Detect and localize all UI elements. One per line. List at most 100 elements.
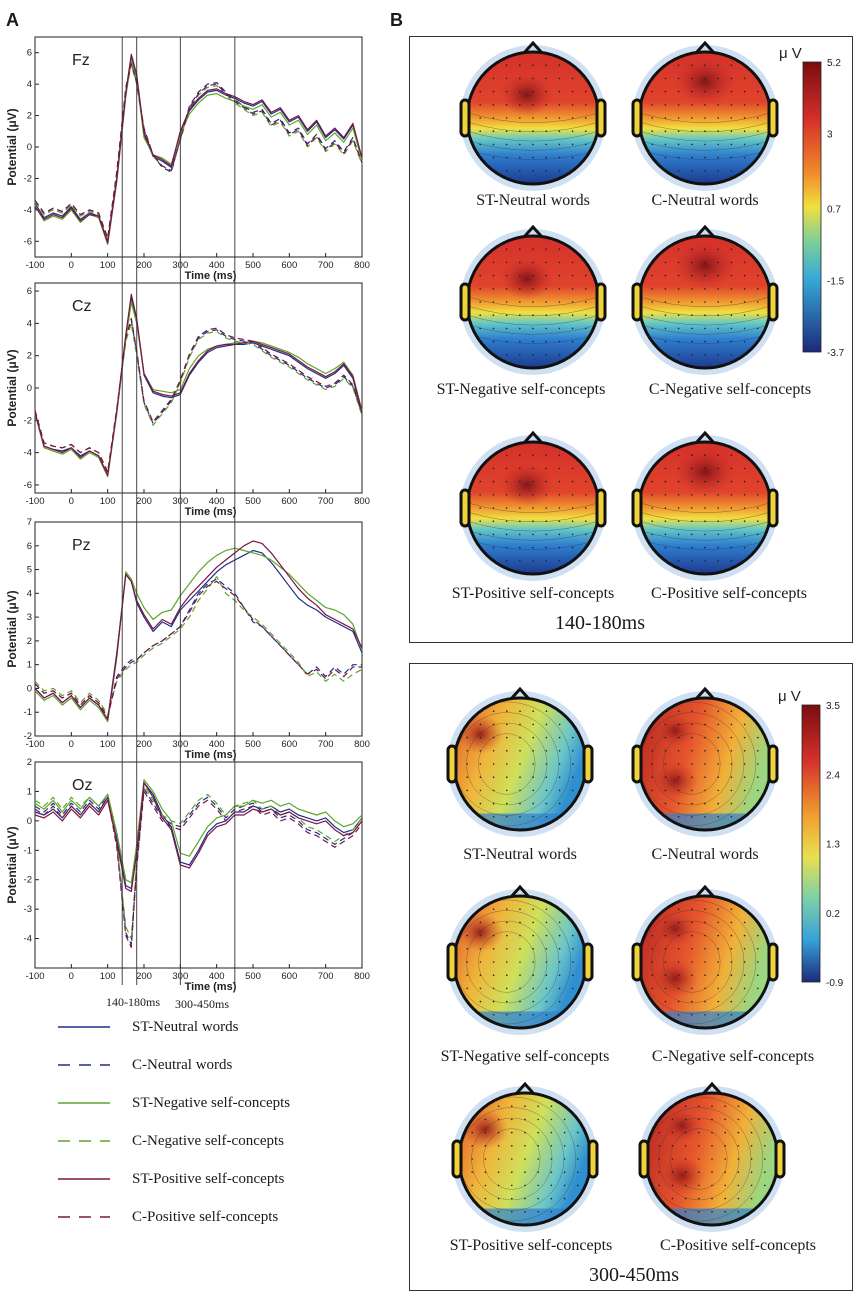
electrode-dot xyxy=(519,143,521,146)
electrode-dot xyxy=(571,143,574,146)
electrode-dot xyxy=(757,130,759,132)
electrode-dot xyxy=(724,1197,726,1200)
right-ear xyxy=(767,98,779,138)
electrode-dot xyxy=(737,1118,740,1121)
electrode-dot xyxy=(558,507,561,509)
electrode-dot xyxy=(664,480,667,483)
electrode-dot xyxy=(558,156,561,159)
electrode-dot xyxy=(492,974,495,976)
nose xyxy=(522,40,544,55)
electrode-dot xyxy=(684,1118,687,1121)
electrode-dot xyxy=(545,723,548,726)
electrode-dot xyxy=(704,736,706,739)
electrode-dot xyxy=(704,546,706,549)
electrode-dot xyxy=(711,1197,713,1200)
electrode-dot xyxy=(550,1131,553,1134)
right-ear xyxy=(595,488,607,528)
electrode-dot xyxy=(545,974,548,976)
electrode-dot xyxy=(717,921,719,924)
electrode-dot xyxy=(511,1211,513,1213)
map-label-late-c-negative: C-Negative self-concepts xyxy=(651,1048,815,1065)
electrode-dot xyxy=(717,480,719,483)
electrode-dot xyxy=(691,974,693,976)
electrode-dot xyxy=(677,90,680,93)
electrode-dot xyxy=(704,908,706,910)
electrode-dot xyxy=(730,117,733,119)
electrode-dot xyxy=(506,802,508,805)
potential-peak xyxy=(500,257,554,301)
electrode-dot xyxy=(698,1105,700,1107)
y-tick-label: -2 xyxy=(24,173,32,184)
x-tick-label: 100 xyxy=(100,260,116,271)
left-ear xyxy=(459,488,471,528)
contour-line xyxy=(639,314,771,326)
electrode-dot xyxy=(545,789,548,792)
electrode-dot xyxy=(717,974,719,976)
series-line-2 xyxy=(34,319,363,473)
electrode-dot xyxy=(664,723,667,726)
electrode-dot xyxy=(677,354,680,356)
electrode-dot xyxy=(505,533,508,536)
electrode-dot xyxy=(479,763,482,765)
electrode-dot xyxy=(671,1145,674,1147)
potential-peak xyxy=(675,447,735,496)
electrode-dot xyxy=(717,908,719,910)
electrode-dot xyxy=(704,314,706,317)
electrode-dot xyxy=(505,274,508,277)
electrode-dot xyxy=(677,948,680,950)
electrode-dot xyxy=(471,1145,474,1147)
electrode-dot xyxy=(664,934,667,937)
electrode-dot xyxy=(743,750,746,752)
electrode-dot xyxy=(698,1131,700,1134)
electrode-dot xyxy=(519,480,521,483)
electrode-dot xyxy=(757,314,759,317)
electrode-dot xyxy=(691,340,693,343)
electrode-dot xyxy=(743,507,746,509)
electrode-dot xyxy=(691,934,693,937)
right-ear xyxy=(774,1139,786,1179)
electrode-dot xyxy=(519,546,521,549)
topomap-late-st-positive xyxy=(451,1081,599,1232)
electrode-dot xyxy=(479,723,482,726)
potential-peak xyxy=(675,57,735,106)
electrode-dot xyxy=(691,710,693,712)
electrode-dot xyxy=(677,274,680,277)
electrode-dot xyxy=(519,130,521,132)
electrode-dot xyxy=(545,143,547,146)
potential-peak xyxy=(655,714,696,748)
electrode-dot xyxy=(704,974,706,976)
x-tick-label: 400 xyxy=(209,971,225,982)
electrode-dot xyxy=(558,170,561,172)
electrode-dot xyxy=(717,546,719,549)
electrode-dot xyxy=(545,816,548,818)
contour-line xyxy=(639,296,771,307)
electrode-dot xyxy=(492,261,495,264)
electrode-dot xyxy=(545,546,547,549)
electrode-dot xyxy=(730,77,733,80)
colorbar-tick-label: 1.3 xyxy=(826,840,840,851)
electrode-dot xyxy=(532,736,534,739)
electrode-dot xyxy=(479,117,482,119)
electrode-dot xyxy=(492,934,495,937)
electrode-dot xyxy=(704,454,706,457)
electrode-dot xyxy=(519,104,521,106)
electrode-dot xyxy=(717,327,719,330)
nose xyxy=(694,430,716,445)
electrode-dot xyxy=(743,802,746,805)
electrode-dot xyxy=(743,520,746,522)
electrode-dot xyxy=(506,736,508,739)
left-ear xyxy=(631,744,643,784)
electrode-dot xyxy=(677,520,680,522)
x-tick-label: -100 xyxy=(25,496,44,507)
topomap-early-c-negative xyxy=(631,224,779,375)
electrode-dot xyxy=(558,90,561,93)
electrode-dot xyxy=(717,816,719,818)
electrode-dot xyxy=(524,1118,526,1121)
electrode-dot xyxy=(505,480,508,483)
electrode-dot xyxy=(479,288,482,290)
electrode-dot xyxy=(743,130,746,132)
electrode-dot xyxy=(704,776,706,778)
electrode-dot xyxy=(757,90,759,93)
electrode-dot xyxy=(717,156,719,159)
electrode-dot xyxy=(717,340,719,343)
